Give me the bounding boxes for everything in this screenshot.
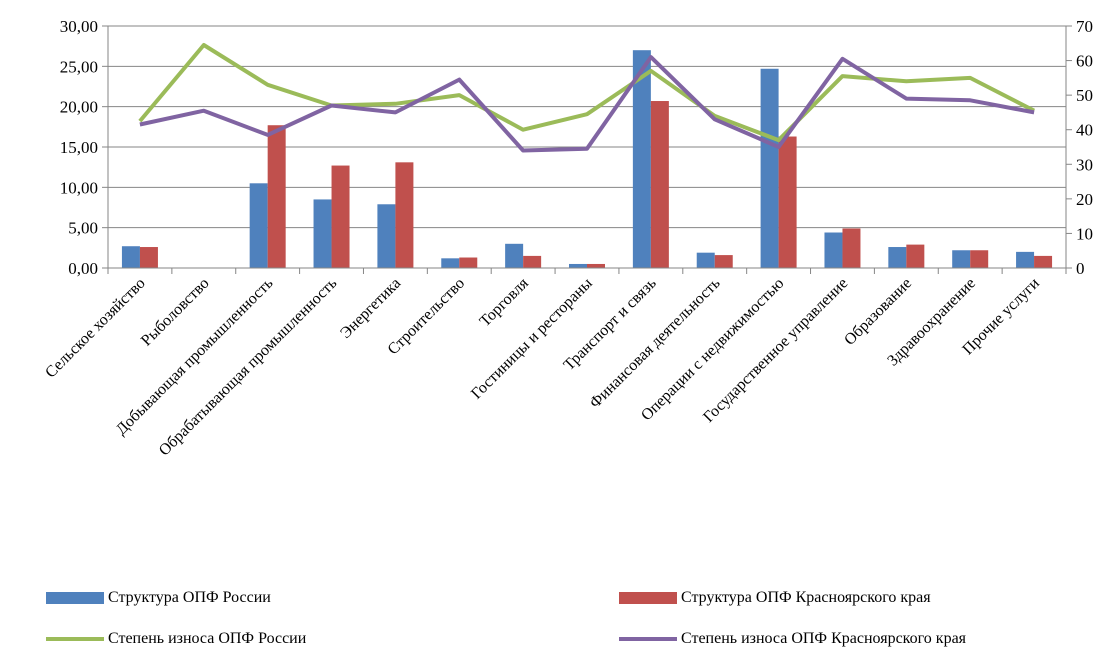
left-tick-label: 15,00 (60, 138, 98, 157)
bar-krasnoyarsk-structure (1034, 255, 1053, 268)
bar-krasnoyarsk-structure (587, 263, 605, 268)
right-tick-label: 20 (1076, 190, 1093, 209)
bar-krasnoyarsk-structure (906, 244, 925, 268)
category-label: Гостиницы и рестораны (468, 275, 596, 403)
right-tick-label: 60 (1076, 52, 1093, 71)
bar-series-group (121, 50, 1053, 269)
bar-russia-structure (505, 243, 524, 268)
right-tick-label: 40 (1076, 121, 1093, 140)
right-tick-label: 70 (1076, 17, 1093, 36)
bar-russia-structure (632, 50, 651, 269)
legend-item-russia-structure: Структура ОПФ России (46, 589, 271, 607)
bar-russia-structure (824, 232, 843, 268)
bar-russia-structure (121, 246, 140, 268)
bar-krasnoyarsk-structure (459, 257, 478, 268)
legend-swatch-krasnoyarsk-wear (619, 637, 677, 641)
legend-swatch-russia-wear (46, 637, 104, 641)
bar-russia-structure (952, 250, 971, 268)
legend-item-krasnoyarsk-structure: Структура ОПФ Красноярского края (619, 589, 931, 607)
right-tick-label: 50 (1076, 86, 1093, 105)
bar-krasnoyarsk-structure (778, 136, 797, 268)
right-tick-label: 30 (1076, 155, 1093, 174)
legend-swatch-krasnoyarsk-structure (619, 592, 677, 604)
legend-item-krasnoyarsk-wear: Степень износа ОПФ Красноярского края (619, 630, 966, 648)
bar-russia-structure (696, 252, 715, 268)
category-label: Торговля (477, 274, 533, 330)
bar-krasnoyarsk-structure (650, 101, 669, 269)
left-tick-label: 10,00 (60, 178, 98, 197)
line-russia-wear (138, 43, 1036, 143)
bar-russia-structure (441, 258, 460, 268)
category-label: Сельское хозяйство (42, 275, 149, 382)
legend-label-krasnoyarsk-structure: Структура ОПФ Красноярского края (681, 589, 931, 606)
line-series-group (138, 43, 1036, 153)
bar-krasnoyarsk-structure (523, 255, 542, 268)
legend-swatch-russia-structure (46, 592, 104, 604)
bar-russia-structure (888, 247, 907, 268)
bar-russia-structure (569, 263, 587, 268)
category-label: Энергетика (337, 275, 404, 342)
combo-chart: 0,00 5,00 10,00 15,00 20,00 25,00 30,00 0 10 20 3… (42, 17, 1093, 459)
left-tick-label: 0,00 (68, 259, 98, 278)
legend-label-russia-structure: Структура ОПФ России (108, 589, 271, 606)
bar-krasnoyarsk-structure (395, 162, 414, 268)
left-tick-label: 5,00 (68, 219, 98, 238)
bar-russia-structure (1016, 251, 1035, 268)
legend-label-krasnoyarsk-wear: Степень износа ОПФ Красноярского края (681, 630, 967, 647)
right-tick-label: 10 (1076, 224, 1093, 243)
legend-item-russia-wear: Степень износа ОПФ России (46, 630, 306, 648)
bar-russia-structure (313, 199, 332, 268)
right-tick-label: 0 (1076, 259, 1085, 278)
category-label: Финансовая деятельность (587, 275, 724, 412)
bar-russia-structure (377, 204, 396, 268)
bar-krasnoyarsk-structure (267, 125, 286, 268)
right-axis-ticks: 0 10 20 30 40 50 60 70 (1066, 17, 1093, 278)
left-tick-label: 25,00 (60, 57, 98, 76)
bar-russia-structure (249, 183, 268, 268)
bar-krasnoyarsk-structure (139, 247, 158, 268)
bar-krasnoyarsk-structure (714, 255, 733, 268)
bar-russia-structure (760, 68, 779, 269)
category-labels: Сельское хозяйствоРыболовствоДобывающая … (42, 274, 1043, 459)
left-tick-label: 20,00 (60, 98, 98, 117)
bar-krasnoyarsk-structure (970, 250, 989, 268)
bar-krasnoyarsk-structure (331, 165, 350, 268)
legend-label-russia-wear: Степень износа ОПФ России (108, 630, 307, 647)
bar-krasnoyarsk-structure (842, 228, 861, 268)
left-axis-ticks: 0,00 5,00 10,00 15,00 20,00 25,00 30,00 (60, 17, 108, 278)
line-krasnoyarsk-wear (139, 55, 1035, 153)
left-tick-label: 30,00 (60, 17, 98, 36)
